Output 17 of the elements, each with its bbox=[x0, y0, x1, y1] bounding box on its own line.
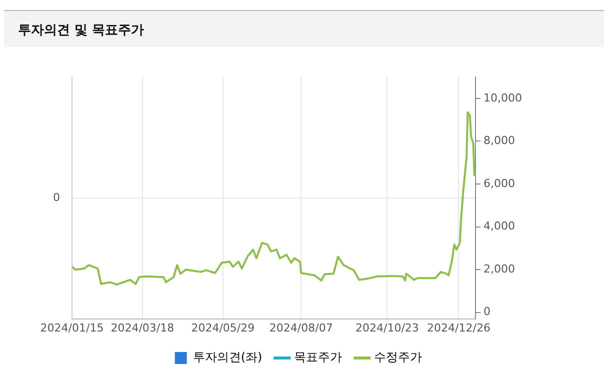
y2-tick-label: 8,000 bbox=[484, 134, 516, 148]
x-tick-label: 2024/03/18 bbox=[110, 321, 174, 334]
y2-tick-label: 4,000 bbox=[484, 220, 516, 233]
x-tick-label: 2024/08/07 bbox=[269, 321, 333, 334]
x-tick-label: 2024/10/23 bbox=[356, 321, 419, 334]
text: 0 bbox=[53, 190, 60, 204]
y2-tick-label: 6,000 bbox=[484, 176, 516, 190]
y2-tick-label: 0 bbox=[484, 305, 491, 318]
x-tick-label: 2024/05/29 bbox=[191, 321, 255, 334]
x-tick-label: 2024/01/15 bbox=[40, 321, 104, 334]
legend-label: 목표주가 bbox=[294, 350, 342, 364]
y2-tick-label: 10,000 bbox=[484, 91, 522, 104]
x-tick-label: 2024/12/26 bbox=[427, 321, 490, 334]
legend-label: 투자의견(좌) bbox=[192, 350, 262, 364]
y2-tick-label: 2,000 bbox=[484, 262, 516, 276]
chart-title: 투자의견 및 목표주가 bbox=[18, 22, 144, 39]
legend-label: 수정주가 bbox=[374, 350, 422, 364]
